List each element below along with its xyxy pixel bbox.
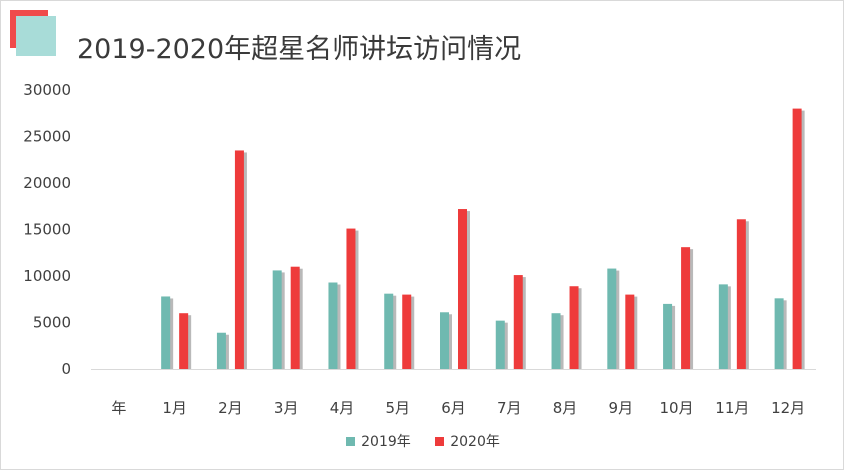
legend-label-2020: 2020年: [450, 434, 500, 450]
bar-2020: [290, 266, 300, 369]
x-tick-label: 年: [111, 399, 126, 417]
y-tick-label: 30000: [23, 81, 71, 99]
legend-swatch-2020: [435, 436, 445, 446]
bar-2020: [234, 150, 244, 369]
bar-2019: [774, 298, 784, 369]
x-tick-label: 2月: [218, 399, 243, 417]
x-tick-label: 8月: [553, 399, 578, 417]
y-tick-label: 25000: [23, 128, 71, 146]
y-tick-label: 5000: [33, 314, 71, 332]
x-tick-label: 3月: [274, 399, 299, 417]
x-tick-label: 7月: [497, 399, 522, 417]
legend-item-2019: 2019年: [346, 431, 411, 451]
x-tick-label: 5月: [385, 399, 410, 417]
bar-2019: [384, 293, 394, 369]
decorative-teal-square: [16, 16, 56, 56]
chart-legend: 2019年 2020年: [1, 431, 844, 451]
bar-2020: [736, 219, 746, 369]
bar-2020: [402, 294, 412, 369]
bar-2020: [458, 209, 467, 369]
x-tick-label: 4月: [330, 399, 355, 417]
y-tick-label: 0: [61, 360, 71, 378]
x-tick-label: 1月: [162, 399, 187, 417]
bar-2019: [495, 320, 505, 369]
x-tick-label: 9月: [609, 399, 634, 417]
bar-2019: [216, 332, 226, 369]
bar-2020: [346, 228, 356, 369]
bar-2019: [607, 268, 617, 369]
bar-2019: [718, 284, 728, 369]
bar-2020: [792, 108, 802, 369]
chart-title: 2019-2020年超星名师讲坛访问情况: [77, 34, 522, 65]
x-tick-label: 12月: [771, 399, 805, 417]
y-tick-label: 20000: [23, 174, 71, 192]
bar-2019: [663, 303, 673, 369]
bar-2020: [513, 275, 523, 369]
bar-2020: [625, 294, 635, 369]
bar-2019: [161, 296, 171, 369]
x-tick-label: 6月: [441, 399, 466, 417]
x-tick-label: 10月: [660, 399, 694, 417]
bar-2019: [440, 312, 449, 369]
y-tick-label: 15000: [23, 221, 71, 239]
legend-label-2019: 2019年: [361, 434, 411, 450]
bar-2020: [681, 247, 691, 369]
bar-2020: [569, 286, 579, 369]
legend-swatch-2019: [346, 436, 356, 446]
y-tick-label: 10000: [23, 267, 71, 285]
bar-2019: [551, 313, 561, 369]
legend-item-2020: 2020年: [435, 431, 500, 451]
bar-2020: [179, 313, 189, 369]
bar-2019: [272, 270, 282, 369]
x-tick-label: 11月: [715, 399, 749, 417]
bar-2019: [328, 282, 338, 369]
